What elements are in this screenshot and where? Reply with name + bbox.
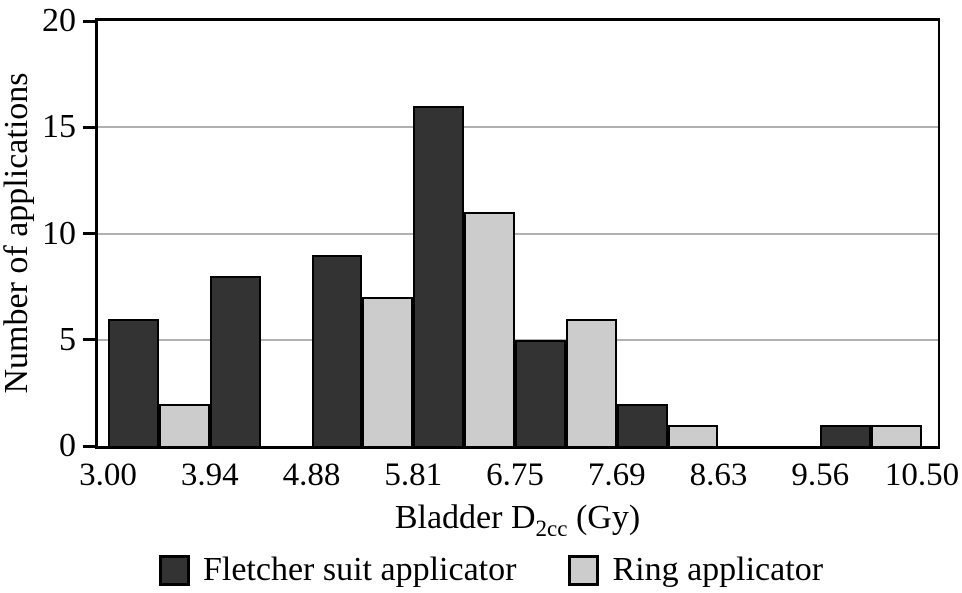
y-tick-mark-15 bbox=[83, 125, 95, 129]
y-tick-mark-20 bbox=[83, 19, 95, 23]
legend-item-ring-applicator: Ring applicator bbox=[568, 551, 823, 589]
x-tick-label-6.75: 6.75 bbox=[486, 457, 544, 493]
x-tick-label-8.63: 8.63 bbox=[689, 457, 748, 493]
y-tick-mark-5 bbox=[83, 338, 95, 342]
bar-ring-bin0 bbox=[158, 403, 210, 446]
x-tick-label-5.81: 5.81 bbox=[384, 457, 443, 493]
ring-swatch-icon bbox=[568, 554, 600, 586]
bar-fletcher-bin0 bbox=[108, 318, 159, 446]
x-tick-label-9.56: 9.56 bbox=[791, 457, 850, 493]
legend-label-ring: Ring applicator bbox=[612, 551, 824, 588]
x-tick-label-3.94: 3.94 bbox=[180, 457, 239, 493]
y-tick-mark-10 bbox=[83, 232, 95, 235]
legend-label-fletcher-suit: Fletcher suit applicator bbox=[202, 551, 517, 588]
plot-area bbox=[95, 18, 940, 449]
y-tick-label-0: 0 bbox=[59, 427, 76, 464]
x-tick-label-7.69: 7.69 bbox=[587, 457, 646, 493]
x-tick-label-10.50: 10.50 bbox=[884, 457, 960, 493]
bar-fletcher-bin2 bbox=[311, 254, 363, 446]
legend: Fletcher suit applicator Ring applicator bbox=[10, 548, 962, 592]
bar-ring-bin2 bbox=[362, 297, 414, 446]
x-axis-title-suffix: (Gy) bbox=[567, 499, 641, 536]
y-tick-label-15: 15 bbox=[42, 108, 76, 146]
bar-fletcher-bin3 bbox=[413, 106, 465, 446]
y-tick-label-10: 10 bbox=[42, 214, 76, 252]
gridline-y15 bbox=[98, 126, 938, 129]
x-axis-title-base: Bladder D bbox=[394, 499, 536, 536]
bar-fletcher-bin1 bbox=[209, 276, 261, 446]
bar-fletcher-bin4 bbox=[515, 339, 566, 446]
x-axis-title: Bladder D2cc (Gy) bbox=[95, 497, 940, 541]
legend-item-fletcher-suit-applicator: Fletcher suit applicator bbox=[158, 551, 517, 589]
x-tick-label-3.00: 3.00 bbox=[79, 457, 137, 493]
x-tick-label-4.88: 4.88 bbox=[282, 457, 341, 493]
fletcher-suit-swatch-icon bbox=[158, 554, 190, 586]
bar-ring-bin3 bbox=[464, 212, 515, 446]
bar-fletcher-bin5 bbox=[616, 403, 668, 446]
x-axis-title-subscript: 2cc bbox=[535, 515, 568, 541]
y-tick-label-5: 5 bbox=[59, 320, 76, 358]
gridline-y10 bbox=[98, 232, 938, 235]
y-tick-label-20: 20 bbox=[42, 2, 76, 39]
bar-fletcher-bin7 bbox=[820, 424, 872, 446]
y-tick-mark-0 bbox=[83, 444, 95, 448]
plot-inner bbox=[98, 21, 938, 446]
bar-ring-bin5 bbox=[667, 424, 719, 446]
bar-ring-bin4 bbox=[565, 318, 617, 446]
bar-ring-bin7 bbox=[871, 424, 922, 446]
